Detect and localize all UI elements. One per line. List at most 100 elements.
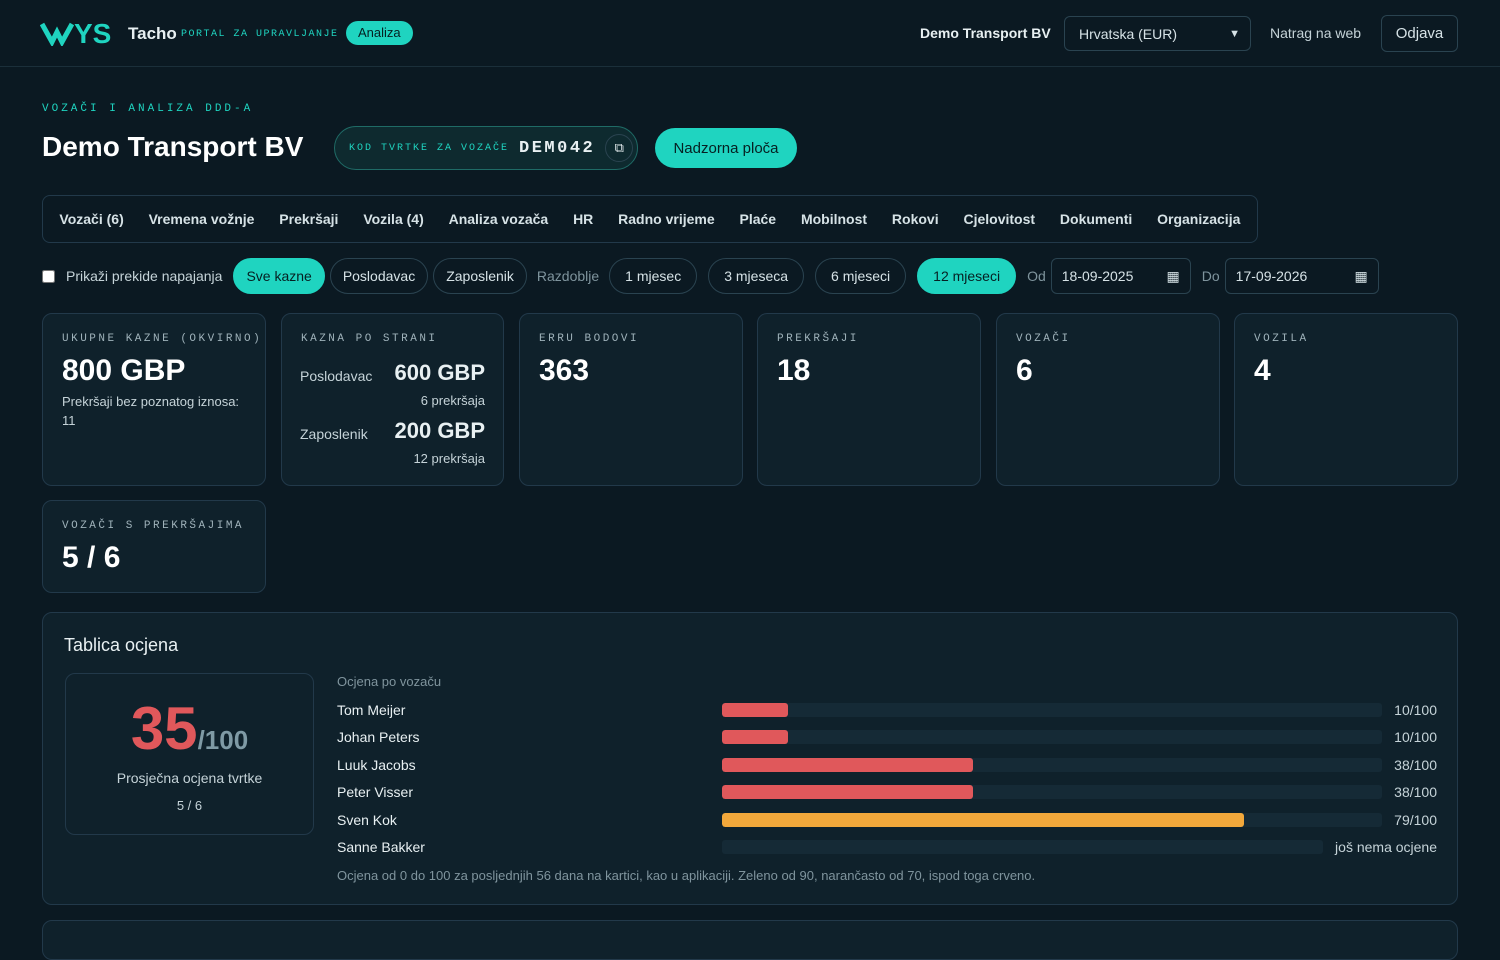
tab[interactable]: Cjelovitost bbox=[963, 211, 1036, 227]
driver-name: Sven Kok bbox=[337, 811, 397, 828]
to-value: 17-09-2026 bbox=[1235, 268, 1308, 284]
portal-label: PORTAL ZA UPRAVLJANJE bbox=[181, 29, 339, 40]
calendar-icon: ▦ bbox=[1354, 267, 1368, 284]
logo-text: YS bbox=[74, 18, 112, 49]
card-label: VOZILA bbox=[1254, 333, 1309, 345]
score-label: 79/100 bbox=[1394, 811, 1437, 828]
top-bar: YS Tacho PORTAL ZA UPRAVLJANJE Analiza D… bbox=[0, 0, 1500, 67]
average-box: 35/100 Prosječna ocjena tvrtke 5 / 6 bbox=[65, 673, 314, 835]
score-track bbox=[722, 812, 1383, 827]
tab[interactable]: Radno vrijeme bbox=[618, 211, 715, 227]
card-value: 363 bbox=[539, 354, 590, 387]
copy-button[interactable]: ⧉ bbox=[605, 134, 634, 162]
tab[interactable]: Dokumenti bbox=[1059, 211, 1133, 227]
score-track bbox=[722, 757, 1383, 772]
coverage: 5 / 6 bbox=[176, 798, 203, 813]
period-filter[interactable]: 3 mjeseca bbox=[708, 258, 805, 294]
tab[interactable]: Vremena vožnje bbox=[148, 211, 255, 227]
tab[interactable]: Vozači (6) bbox=[59, 211, 124, 227]
page-title: Demo Transport BV bbox=[42, 131, 304, 162]
score-label: 38/100 bbox=[1394, 756, 1437, 773]
card-value: 800 GBP bbox=[62, 354, 186, 387]
driver-name: Luuk Jacobs bbox=[337, 756, 416, 773]
back-link[interactable]: Natrag na web bbox=[1270, 25, 1362, 41]
tab[interactable]: Vozila (4) bbox=[363, 211, 424, 227]
company-code: KOD TVRTKE ZA VOZAČE DEM042 ⧉ bbox=[334, 126, 638, 170]
code-value: DEM042 bbox=[519, 138, 596, 158]
tab[interactable]: HR bbox=[573, 211, 594, 227]
driver-row: Tom Meijer 10/100 bbox=[337, 696, 1437, 724]
side-name: Zaposlenik bbox=[300, 426, 368, 442]
logout-button[interactable]: Odjava bbox=[1381, 15, 1458, 52]
card-value: 5 / 6 bbox=[62, 541, 121, 574]
driver-row: Sanne Bakker još nema ocjene bbox=[337, 834, 1437, 862]
fine-filter[interactable]: Sve kazne bbox=[233, 258, 325, 294]
tab[interactable]: Rokovi bbox=[891, 211, 939, 227]
card-value: 4 bbox=[1254, 354, 1271, 387]
score-bar bbox=[722, 812, 1244, 827]
period-filter[interactable]: 6 mjeseci bbox=[815, 258, 907, 294]
badge: Analiza bbox=[346, 21, 413, 45]
score-track bbox=[722, 785, 1383, 800]
tab[interactable]: Mobilnost bbox=[800, 211, 868, 227]
region-value: Hrvatska (EUR) bbox=[1079, 25, 1178, 42]
score-bar bbox=[722, 730, 789, 745]
logo-icon bbox=[40, 22, 74, 46]
tab[interactable]: Analiza vozača bbox=[448, 211, 549, 227]
to-date[interactable]: 17-09-2026 ▦ bbox=[1224, 258, 1379, 294]
card-label: KAZNA PO STRANI bbox=[301, 333, 438, 345]
to-label: Do bbox=[1201, 268, 1220, 284]
power-checkbox[interactable] bbox=[42, 269, 55, 283]
next-panel bbox=[42, 920, 1458, 960]
score-label: još nema ocjene bbox=[1335, 839, 1437, 856]
score-label: 38/100 bbox=[1394, 784, 1437, 801]
driver-name: Johan Peters bbox=[337, 729, 420, 746]
card-value: 18 bbox=[777, 354, 811, 387]
filter-bar: Prikaži prekide napajanja Sve kazne Posl… bbox=[42, 258, 1379, 294]
dashboard-button[interactable]: Nadzorna ploča bbox=[655, 128, 797, 168]
from-value: 18-09-2025 bbox=[1061, 268, 1134, 284]
period-label: Razdoblje bbox=[536, 268, 600, 284]
stat-card: VOZILA 4 bbox=[1234, 313, 1458, 486]
score-bar bbox=[722, 785, 973, 800]
power-label: Prikaži prekide napajanja bbox=[66, 268, 223, 284]
stat-card: PREKRŠAJI 18 bbox=[757, 313, 981, 486]
from-date[interactable]: 18-09-2025 ▦ bbox=[1050, 258, 1191, 294]
select-arrow: ▼ bbox=[1229, 27, 1240, 40]
driver-row: Luuk Jacobs 38/100 bbox=[337, 751, 1437, 779]
footnote: Ocjena od 0 do 100 za posljednjih 56 dan… bbox=[337, 868, 1036, 883]
side-count: 12 prekršaja bbox=[413, 451, 485, 466]
panel-title: Tablica ocjena bbox=[64, 635, 179, 655]
card-note: Prekršaji bez poznatog iznosa: bbox=[62, 394, 240, 409]
side-value: 600 GBP bbox=[394, 360, 486, 385]
code-label: KOD TVRTKE ZA VOZAČE bbox=[349, 142, 510, 154]
period-filter[interactable]: 12 mjeseci bbox=[917, 258, 1017, 294]
score-track bbox=[722, 840, 1324, 855]
side-count: 6 prekršaja bbox=[420, 393, 485, 408]
card-label: VOZAČI S PREKRŠAJIMA bbox=[62, 520, 245, 532]
driver-name: Tom Meijer bbox=[337, 701, 406, 718]
card-value: 6 bbox=[1016, 354, 1033, 387]
period-filter[interactable]: 1 mjesec bbox=[609, 258, 698, 294]
average-label: Prosječna ocjena tvrtke bbox=[116, 770, 263, 786]
eyebrow: VOZAČI I ANALIZA DDD-A bbox=[42, 103, 254, 115]
stat-card: VOZAČI S PREKRŠAJIMA 5 / 6 bbox=[42, 500, 266, 593]
side-value: 200 GBP bbox=[394, 418, 486, 443]
average-score: 35/100 bbox=[66, 694, 313, 762]
average-max: /100 bbox=[197, 725, 249, 755]
tab[interactable]: Prekršaji bbox=[279, 211, 339, 227]
driver-row: Peter Visser 38/100 bbox=[337, 779, 1437, 807]
fine-filter[interactable]: Zaposlenik bbox=[433, 258, 527, 294]
stat-card: KAZNA PO STRANI Poslodavac 600 GBP 6 pre… bbox=[281, 313, 504, 486]
side-name: Poslodavac bbox=[300, 368, 373, 384]
tab[interactable]: Organizacija bbox=[1157, 211, 1241, 227]
tab[interactable]: Plaće bbox=[739, 211, 777, 227]
score-label: 10/100 bbox=[1394, 729, 1437, 746]
fine-filter[interactable]: Poslodavac bbox=[329, 258, 429, 294]
list-title: Ocjena po vozaču bbox=[337, 674, 442, 689]
score-bar bbox=[722, 702, 789, 717]
driver-score-list: Tom Meijer 10/100 Johan Peters 10/100 Luuk J… bbox=[337, 696, 1437, 861]
region-select[interactable]: Hrvatska (EUR) ▼ bbox=[1064, 16, 1251, 51]
scoreboard-panel: Tablica ocjena 35/100 Prosječna ocjena t… bbox=[42, 612, 1458, 905]
score-label: 10/100 bbox=[1394, 701, 1437, 718]
